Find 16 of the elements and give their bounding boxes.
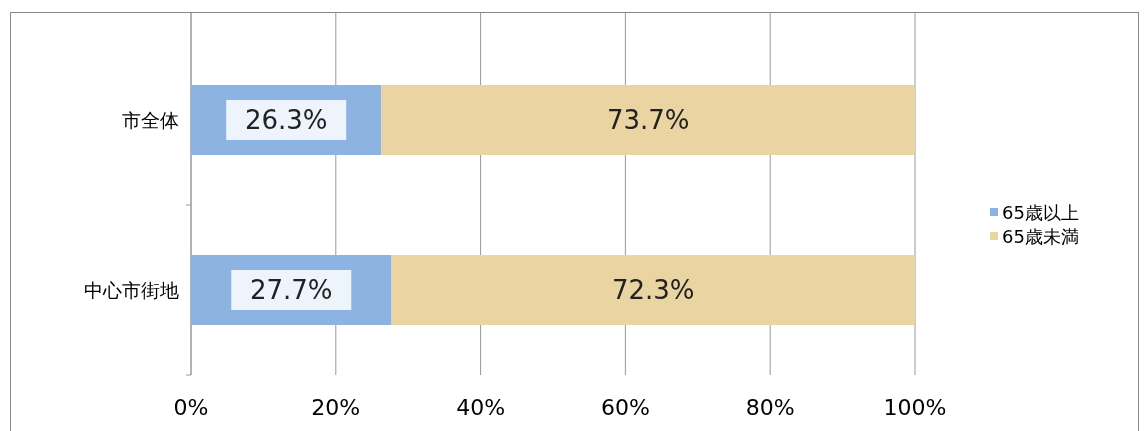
- data-label: 72.3%: [611, 275, 695, 305]
- data-label: 73.7%: [606, 105, 690, 135]
- legend-label: 65歳未満: [1002, 226, 1079, 247]
- bar: [381, 85, 915, 155]
- x-tick-label: 80%: [745, 395, 795, 420]
- bar: [391, 255, 915, 325]
- data-label: 27.7%: [249, 275, 333, 305]
- data-label: 26.3%: [244, 105, 328, 135]
- x-tick-label: 0%: [173, 395, 209, 420]
- legend-label: 65歳以上: [1002, 202, 1079, 223]
- x-tick-label: 60%: [600, 395, 650, 420]
- x-tick-label: 40%: [456, 395, 506, 420]
- y-tick-label: 市全体: [122, 109, 179, 131]
- y-tick-label: 中心市街地: [84, 279, 179, 301]
- x-tick-label: 20%: [311, 395, 361, 420]
- x-tick-label: 100%: [883, 395, 947, 420]
